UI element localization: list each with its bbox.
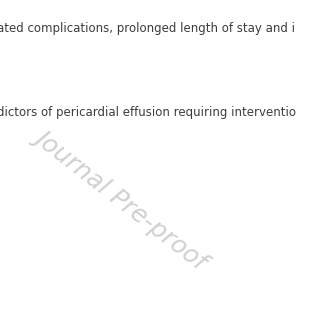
- Text: Journal Pre-proof: Journal Pre-proof: [31, 124, 212, 273]
- Text: dictors of pericardial effusion requiring interventio: dictors of pericardial effusion requirin…: [0, 106, 296, 119]
- Text: ated complications, prolonged length of stay and i: ated complications, prolonged length of …: [0, 22, 295, 36]
